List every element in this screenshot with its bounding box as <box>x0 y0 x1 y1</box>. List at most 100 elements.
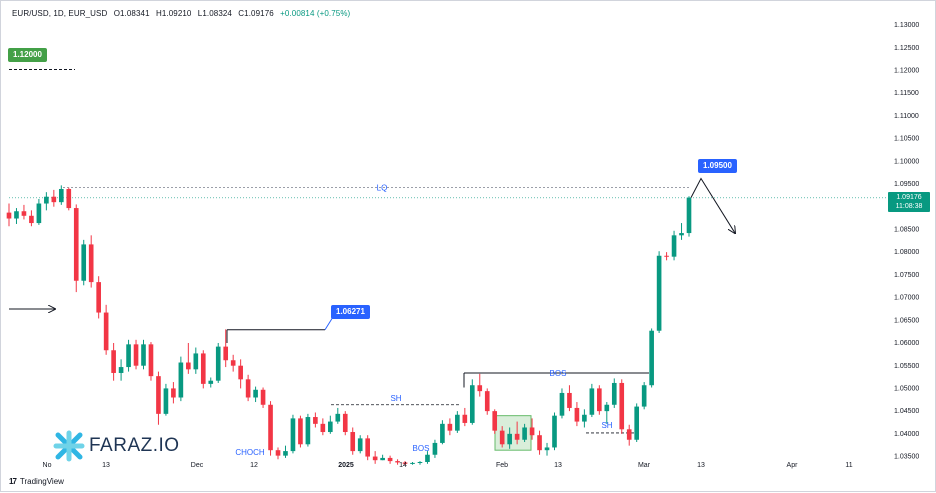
candle-body <box>305 417 311 445</box>
candle-body <box>395 461 400 463</box>
candle-body <box>671 235 677 257</box>
candle <box>253 386 258 403</box>
candle-body <box>611 382 617 405</box>
candle-body <box>544 447 550 451</box>
candle <box>357 435 363 454</box>
candle <box>223 329 229 368</box>
y-tick-label: 1.05000 <box>894 386 919 393</box>
candle-body <box>88 244 94 283</box>
x-tick-label: Mar <box>638 462 651 469</box>
candle-body <box>283 451 288 456</box>
candle <box>193 347 199 374</box>
candle <box>103 304 109 355</box>
candle-body <box>21 211 27 216</box>
candle <box>664 252 669 261</box>
candle-body <box>245 379 251 398</box>
sh-left-label: SH <box>390 394 401 403</box>
candle <box>320 418 326 436</box>
candle <box>29 210 34 227</box>
candle <box>507 427 512 449</box>
y-tick-label: 1.03500 <box>894 454 919 461</box>
candle-body <box>574 407 580 422</box>
candle-body <box>215 346 221 381</box>
candle <box>275 447 281 460</box>
candle-body <box>342 413 348 433</box>
candle <box>290 414 296 454</box>
candle <box>14 208 19 224</box>
tradingview-logo-icon[interactable]: 17 <box>9 477 17 486</box>
callout-10627[interactable]: 1.06271 <box>331 305 370 319</box>
candle-body <box>455 414 460 431</box>
y-tick-label: 1.09500 <box>894 181 919 188</box>
x-tick-label: 11 <box>845 462 852 469</box>
candle <box>66 187 72 211</box>
candle <box>522 423 527 443</box>
tradingview-label[interactable]: TradingView <box>19 477 64 486</box>
candle <box>88 235 94 288</box>
faraz-watermark: FARAZ.IO <box>53 430 180 462</box>
candle <box>96 276 101 319</box>
symbol-label[interactable]: EUR/USD, 1D, EUR_USD <box>12 9 108 18</box>
candle-body <box>313 417 318 424</box>
candle <box>171 382 176 404</box>
candle <box>611 378 617 408</box>
callout-1095[interactable]: 1.09500 <box>698 159 737 173</box>
candle-body <box>372 456 378 461</box>
candle-body <box>492 411 498 431</box>
candle <box>186 342 191 374</box>
callout-1120[interactable]: 1.12000 <box>8 48 47 62</box>
candle <box>544 442 550 456</box>
bar-countdown: 11:08:38 <box>895 203 923 210</box>
candle <box>387 455 393 464</box>
candle-body <box>552 415 557 448</box>
candle <box>492 409 498 434</box>
candle-body <box>208 380 214 384</box>
candle <box>417 461 423 465</box>
candle-body <box>664 255 669 257</box>
x-tick-label: Apr <box>787 462 799 469</box>
candle <box>73 204 79 293</box>
candle <box>469 379 475 425</box>
candle <box>238 359 243 389</box>
candle <box>529 418 535 440</box>
candle-body <box>522 427 527 440</box>
candle-body <box>499 430 505 445</box>
candle-body <box>626 429 632 440</box>
candle <box>21 204 27 220</box>
y-tick-label: 1.12000 <box>894 68 919 75</box>
candle-body <box>410 462 415 464</box>
candle <box>462 407 468 427</box>
candle-body <box>350 432 356 452</box>
candle <box>574 402 580 427</box>
candle-body <box>365 438 370 457</box>
candle-body <box>171 388 176 398</box>
candle-body <box>604 404 610 412</box>
candle <box>634 403 640 443</box>
bos-bottom-label: BOS <box>413 444 430 453</box>
y-tick-label: 1.08000 <box>894 249 919 256</box>
annotation-layer <box>9 69 887 451</box>
candle <box>133 339 139 370</box>
y-tick-label: 1.04000 <box>894 431 919 438</box>
x-tick-label: 2025 <box>338 462 354 469</box>
candle <box>178 356 184 402</box>
candle-body <box>567 392 572 408</box>
candle-body <box>141 344 146 366</box>
candle-body <box>335 413 341 422</box>
candle-body <box>29 215 34 224</box>
candle-body <box>58 188 64 203</box>
candle-body <box>230 360 236 366</box>
candle-body <box>679 233 684 236</box>
candle-body <box>96 282 101 313</box>
candle <box>298 415 303 448</box>
candle <box>679 223 684 240</box>
y-tick-label: 1.07500 <box>894 272 919 279</box>
candle-body <box>200 353 206 384</box>
open-value: O1.08341 <box>113 9 150 18</box>
candle <box>641 382 647 410</box>
candle <box>245 374 251 402</box>
candle <box>335 407 341 424</box>
candle-body <box>425 454 430 463</box>
tradingview-footer: 17 TradingView <box>9 477 64 486</box>
